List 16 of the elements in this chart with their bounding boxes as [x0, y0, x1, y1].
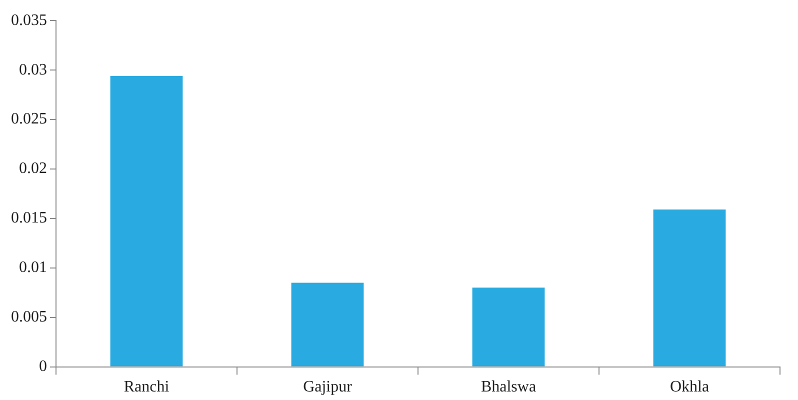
- bar: [110, 76, 183, 366]
- x-tick-label: Ranchi: [124, 378, 170, 396]
- y-tick-label: 0.025: [11, 110, 47, 128]
- x-tick-label: Okhla: [670, 378, 710, 396]
- y-tick-label: 0.005: [11, 308, 47, 326]
- y-tick-label: 0.01: [19, 259, 47, 276]
- y-tick-label: 0: [39, 358, 47, 376]
- y-tick-label: 0.035: [11, 12, 47, 29]
- bar: [472, 288, 545, 366]
- y-tick-label: 0.02: [19, 160, 47, 178]
- bar: [653, 210, 726, 366]
- x-tick-label: Gajipur: [303, 378, 353, 396]
- y-tick-label: 0.03: [19, 61, 47, 78]
- bar: [291, 282, 364, 366]
- y-tick-label: 0.015: [11, 210, 47, 227]
- x-tick-label: Bhalswa: [480, 378, 536, 396]
